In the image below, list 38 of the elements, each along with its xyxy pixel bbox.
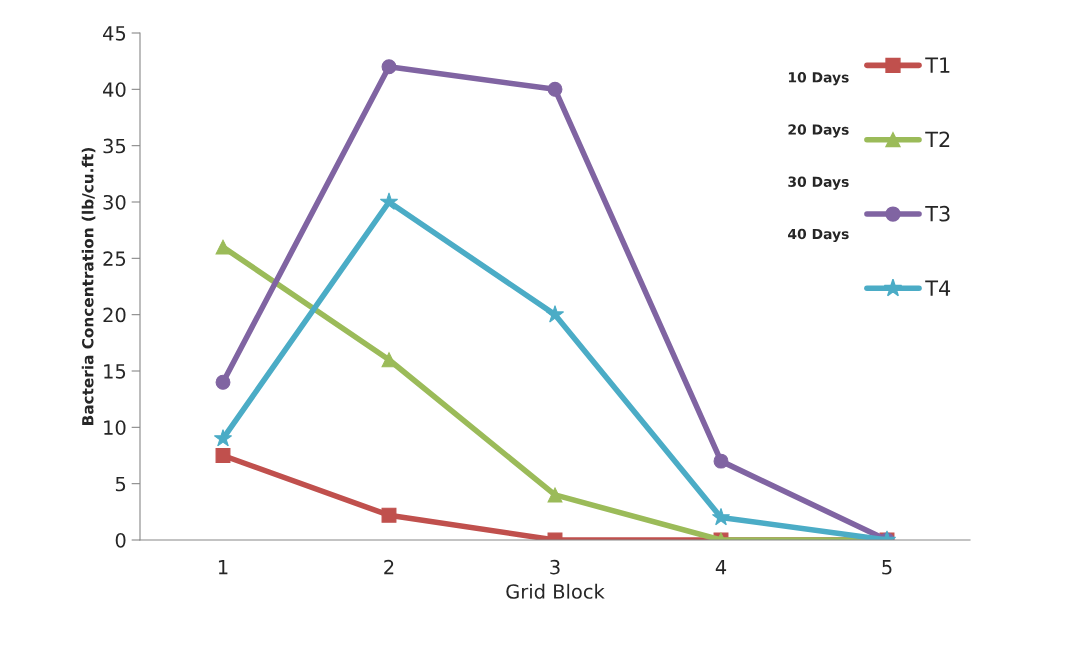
point	[215, 448, 231, 463]
y-tick-label: 20	[103, 307, 126, 323]
point	[381, 507, 397, 523]
x-tick-label: 4	[715, 560, 727, 575]
y-tick-label: 0	[115, 532, 126, 548]
point	[381, 352, 397, 368]
annotation: 10 Days	[788, 72, 849, 86]
x-tick-label: 1	[218, 560, 228, 575]
legend-label: T3	[925, 205, 950, 222]
legend-label: T1	[925, 57, 950, 73]
legend-label: T4	[925, 280, 951, 296]
annotation: 20 Days	[788, 124, 849, 138]
point	[215, 374, 231, 390]
y-tick-label: 15	[104, 364, 126, 379]
annotation: 30 Days	[788, 176, 849, 190]
y-tick-label: 25	[103, 251, 126, 266]
point	[545, 305, 565, 323]
annotation: 40 Days	[788, 228, 849, 243]
y-tick-label: 5	[115, 476, 126, 492]
point	[379, 192, 399, 210]
point	[713, 453, 729, 469]
x-tick-label: 2	[384, 559, 394, 575]
point	[215, 239, 231, 255]
x-tick-label: 3	[550, 559, 560, 575]
y-axis-title: Bacteria Concentration (lb/cu.ft)	[81, 147, 96, 425]
point	[381, 59, 397, 75]
y-tick-label: 40	[103, 82, 126, 97]
legend-label: T2	[925, 131, 950, 147]
y-tick-label: 35	[103, 138, 126, 154]
y-tick-label: 30	[103, 194, 126, 210]
point	[547, 81, 563, 97]
y-tick-label: 10	[104, 420, 126, 435]
point	[213, 429, 233, 447]
point	[547, 487, 563, 503]
x-tick-label: 5	[882, 560, 892, 575]
point	[711, 507, 731, 526]
y-tick-label: 45	[103, 26, 126, 41]
x-axis-title: Grid Block	[506, 583, 605, 599]
